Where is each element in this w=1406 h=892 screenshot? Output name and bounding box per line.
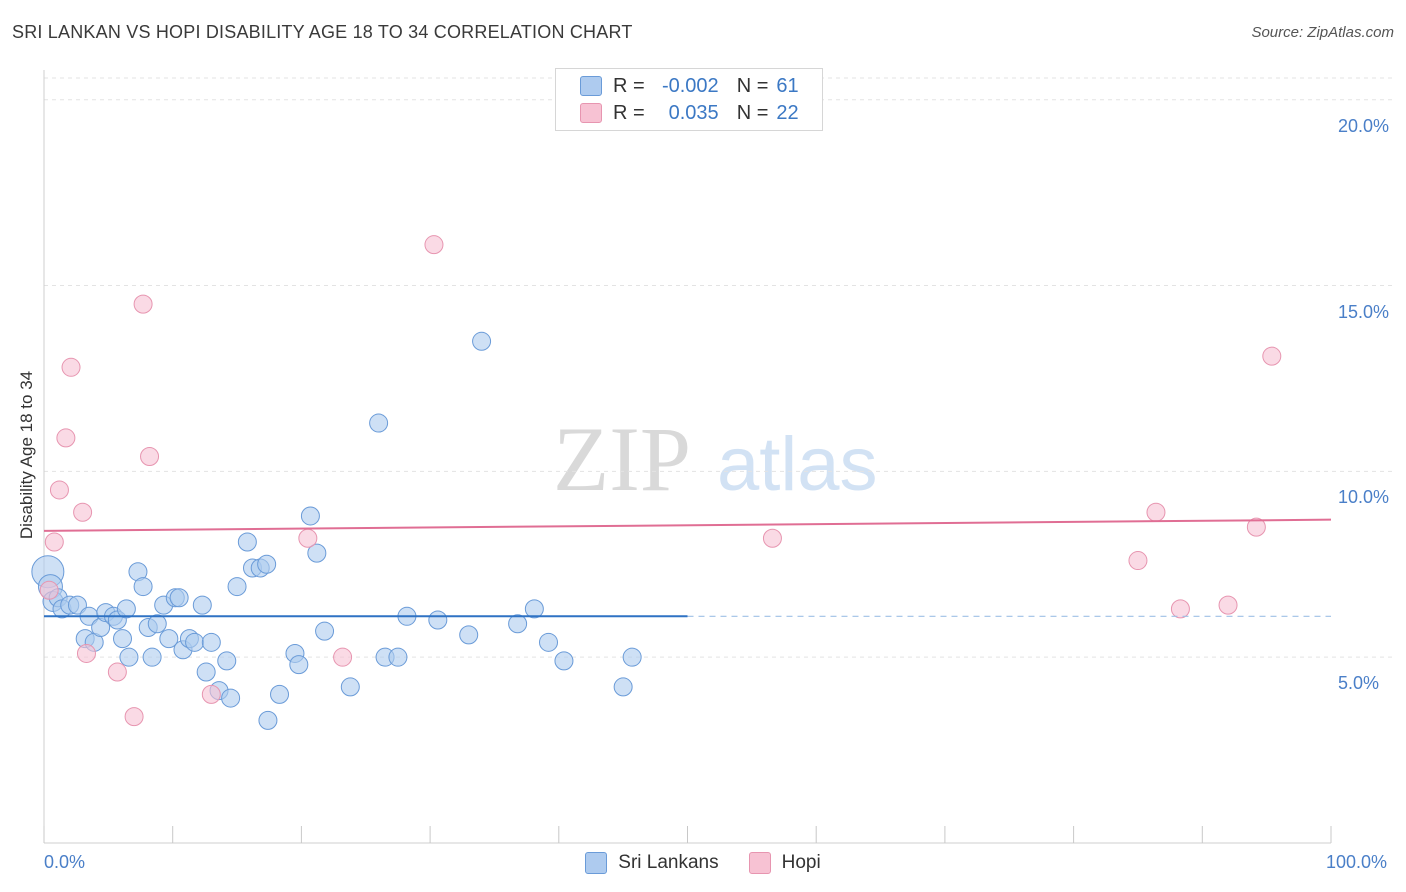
hopi-point bbox=[1262, 346, 1282, 366]
hopi-point bbox=[49, 480, 69, 500]
source-credit: Source: ZipAtlas.com bbox=[1251, 24, 1394, 41]
chart-title: SRI LANKAN VS HOPI DISABILITY AGE 18 TO … bbox=[12, 22, 633, 42]
sri-lankan-point bbox=[508, 614, 528, 634]
sri-lankan-point bbox=[221, 688, 241, 708]
sri-lankan-point bbox=[539, 632, 559, 652]
sri-lankan-point bbox=[116, 599, 136, 619]
r-value: 0.035 bbox=[668, 101, 719, 124]
sri-lankan-point bbox=[142, 647, 162, 667]
sri-lankan-point bbox=[315, 621, 335, 641]
legend-label: Sri Lankans bbox=[618, 852, 719, 873]
sri-lankan-point bbox=[217, 651, 237, 671]
hopi-point bbox=[73, 502, 93, 522]
sri-lankan-point bbox=[369, 413, 389, 433]
sri-lankan-point bbox=[159, 629, 179, 649]
y-tick-label: 15.0% bbox=[1338, 301, 1390, 322]
hopi-point bbox=[107, 662, 127, 682]
sri-lankan-point bbox=[147, 614, 167, 634]
hopi-point bbox=[1170, 599, 1190, 619]
hopi-point bbox=[1146, 502, 1166, 522]
sri-lankan-point bbox=[300, 506, 320, 526]
hopi-trend-line bbox=[43, 518, 1332, 532]
sri-lankan-point bbox=[340, 677, 360, 697]
hopi-point bbox=[133, 294, 153, 314]
sri-lankan-point bbox=[119, 647, 139, 667]
legend-label: Hopi bbox=[781, 852, 821, 873]
sri-lankan-point bbox=[192, 595, 212, 615]
sri-lankan-point bbox=[113, 629, 133, 649]
y-tick-label: 10.0% bbox=[1338, 487, 1390, 508]
hopi-point bbox=[124, 707, 144, 727]
sri-lankan-point bbox=[554, 651, 574, 671]
hopi-point bbox=[61, 357, 81, 377]
watermark-zip: ZIP bbox=[553, 408, 691, 510]
sri-lankan-point bbox=[472, 331, 492, 351]
sri-lankan-point bbox=[196, 662, 216, 682]
sri-lankan-point bbox=[133, 577, 153, 597]
sri-lankan-point bbox=[388, 647, 408, 667]
y-tick-label: 5.0% bbox=[1338, 673, 1380, 694]
x-tick-label-max: 100.0% bbox=[1326, 852, 1388, 872]
n-label: N = bbox=[736, 74, 769, 97]
hopi-point bbox=[44, 532, 64, 552]
hopi-point bbox=[201, 684, 221, 704]
sri-lankan-point bbox=[270, 684, 290, 704]
hopi-point bbox=[76, 643, 96, 663]
pink-swatch bbox=[748, 852, 771, 874]
hopi-point bbox=[140, 447, 160, 466]
hopi-point bbox=[1128, 551, 1148, 571]
blue-swatch bbox=[585, 852, 608, 874]
correlation-legend: R = -0.002 N = 61 R = 0.035 N = 22 bbox=[555, 68, 823, 131]
n-value: 22 bbox=[776, 101, 799, 124]
hopi-point bbox=[762, 528, 782, 548]
sri-lankan-point bbox=[227, 577, 247, 597]
sri-lankan-point bbox=[237, 532, 257, 552]
sri-lankan-point bbox=[258, 710, 278, 730]
sri-lankan-point bbox=[428, 610, 448, 630]
n-value: 61 bbox=[776, 74, 799, 97]
x-tick-label-min: 0.0% bbox=[44, 852, 86, 872]
n-label: N = bbox=[736, 101, 769, 124]
sri-lankan-point bbox=[289, 655, 309, 675]
legend-item-hopi: Hopi bbox=[748, 852, 821, 874]
r-label: R = bbox=[613, 74, 645, 97]
sri-lankan-point bbox=[459, 625, 479, 645]
sri-lankan-point bbox=[307, 543, 327, 563]
sri-lankan-point bbox=[524, 599, 544, 619]
legend-row-hopi: R = 0.035 N = 22 bbox=[580, 101, 799, 125]
hopi-point bbox=[1218, 595, 1238, 615]
hopi-point bbox=[1246, 517, 1266, 537]
blue-swatch bbox=[580, 76, 602, 96]
sri-lankan-point bbox=[613, 677, 633, 697]
sri-lankan-point bbox=[67, 595, 87, 615]
legend-row-sri-lankans: R = -0.002 N = 61 bbox=[580, 74, 799, 98]
sri-lankan-point bbox=[201, 632, 221, 652]
hopi-point bbox=[333, 647, 353, 667]
legend-item-sri-lankans: Sri Lankans bbox=[585, 852, 719, 874]
hopi-point bbox=[298, 528, 318, 548]
sri-lankan-point bbox=[185, 632, 205, 652]
hopi-point bbox=[39, 580, 59, 600]
watermark-atlas: atlas bbox=[717, 422, 878, 507]
y-tick-label: 20.0% bbox=[1338, 115, 1390, 136]
series-legend: Sri Lankans Hopi bbox=[0, 852, 1406, 874]
r-value: -0.002 bbox=[661, 74, 719, 97]
sri-lankan-point bbox=[257, 554, 277, 574]
r-label: R = bbox=[613, 101, 645, 124]
hopi-point bbox=[56, 428, 76, 448]
sri-lankan-point bbox=[169, 588, 189, 608]
sri-lankan-point bbox=[622, 647, 642, 667]
hopi-point bbox=[424, 235, 444, 255]
pink-swatch bbox=[580, 103, 602, 123]
